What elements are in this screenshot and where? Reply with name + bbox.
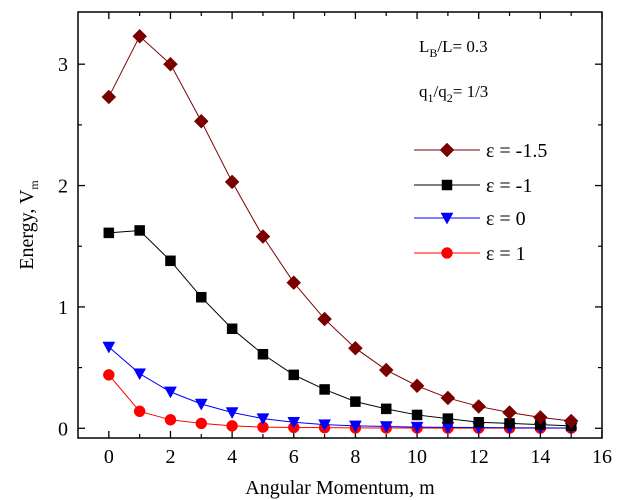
data-point — [378, 362, 394, 378]
annotation: q1/q2= 1/3 — [419, 82, 488, 105]
x-tick-label: 14 — [530, 446, 550, 468]
x-tick-label: 12 — [469, 446, 489, 468]
legend-label: ε = 0 — [486, 208, 526, 230]
data-point — [410, 421, 424, 434]
legend-marker — [440, 212, 454, 225]
data-point — [103, 369, 115, 381]
x-tick-label: 0 — [104, 446, 114, 468]
x-tick-label: 6 — [289, 446, 299, 468]
data-point — [411, 409, 423, 421]
data-point — [409, 378, 425, 394]
annotation: LB/L= 0.3 — [419, 37, 488, 60]
y-tick-label: 2 — [58, 176, 68, 198]
data-point — [563, 413, 579, 429]
legend-label: ε = -1 — [486, 175, 532, 197]
plot-frame — [77, 11, 603, 439]
legend-marker — [439, 142, 455, 158]
series-layer — [101, 28, 579, 435]
data-point — [164, 386, 177, 399]
annotation-subscript: 2 — [447, 91, 453, 105]
x-axis-label: Angular Momentum, m — [245, 477, 435, 499]
data-point — [318, 419, 332, 432]
annotation-text: L — [419, 37, 429, 56]
y-tick-label: 0 — [58, 418, 68, 440]
legend-label: ε = 1 — [486, 243, 526, 265]
data-point — [319, 384, 330, 395]
x-tick-label: 2 — [165, 446, 175, 468]
series-line — [108, 374, 572, 429]
legend-marker — [441, 179, 453, 191]
y-axis-label: Energy, Vm — [16, 180, 41, 270]
series-0 — [101, 28, 579, 429]
legend-item: ε = 0 — [414, 208, 526, 230]
data-point — [101, 89, 117, 105]
x-tick-label: 10 — [407, 446, 427, 468]
data-point — [286, 275, 302, 291]
data-point — [440, 390, 456, 406]
data-point — [226, 323, 238, 335]
data-point — [164, 414, 177, 426]
data-point — [471, 399, 487, 414]
data-point — [134, 225, 145, 236]
data-point — [133, 405, 146, 418]
annotation-text: /L= 0.3 — [437, 37, 487, 56]
data-point — [102, 341, 116, 354]
annotation-text: q — [419, 82, 428, 101]
data-point — [196, 291, 207, 303]
data-point — [256, 413, 270, 426]
legend-item: ε = -1 — [414, 175, 532, 197]
series-2 — [102, 341, 578, 435]
data-point — [348, 420, 362, 433]
data-point — [224, 174, 240, 190]
annotation-subscript: B — [429, 46, 437, 60]
series-line — [108, 35, 572, 422]
data-point — [288, 369, 300, 381]
data-point — [103, 227, 115, 239]
y-tick-label: 3 — [58, 54, 68, 76]
data-point — [380, 403, 392, 415]
data-point — [132, 28, 148, 44]
data-point — [348, 340, 363, 356]
data-point — [350, 396, 361, 407]
data-point — [133, 368, 147, 381]
legend-label: ε = -1.5 — [486, 140, 547, 162]
data-point — [225, 407, 239, 420]
series-line — [108, 229, 572, 427]
annotation-text: = 1/3 — [453, 82, 489, 101]
y-axis-label-sub: m — [27, 180, 41, 190]
data-point — [226, 420, 238, 432]
data-point — [504, 418, 515, 429]
data-point — [287, 416, 301, 429]
data-point — [193, 113, 209, 129]
data-point — [532, 410, 548, 425]
x-tick-label: 4 — [227, 446, 237, 468]
x-tick-label: 8 — [350, 446, 360, 468]
annotation-subscript: 1 — [428, 91, 434, 105]
annotations: LB/L= 0.3 q1/q2= 1/3 — [419, 37, 488, 105]
data-point — [163, 56, 178, 72]
x-tick-label: 16 — [592, 446, 612, 468]
data-point — [257, 349, 269, 360]
data-point — [195, 417, 208, 430]
data-point — [379, 421, 393, 433]
y-axis-label-main: Energy, V — [16, 189, 38, 270]
data-point — [194, 398, 208, 411]
series-line — [108, 346, 572, 429]
data-point — [255, 229, 271, 244]
data-point — [502, 405, 517, 420]
data-point — [473, 416, 484, 428]
legend-marker — [441, 247, 453, 259]
annotation-text: /q — [434, 82, 448, 101]
data-point — [165, 255, 176, 267]
series-1 — [103, 225, 577, 432]
data-point — [317, 311, 332, 327]
data-point — [442, 413, 454, 424]
legend: ε = -1.5 ε = -1 ε = 0 ε = 1 — [414, 140, 547, 265]
legend-item: ε = -1.5 — [414, 140, 547, 162]
y-tick-label: 1 — [58, 297, 68, 319]
legend-item: ε = 1 — [414, 243, 526, 265]
